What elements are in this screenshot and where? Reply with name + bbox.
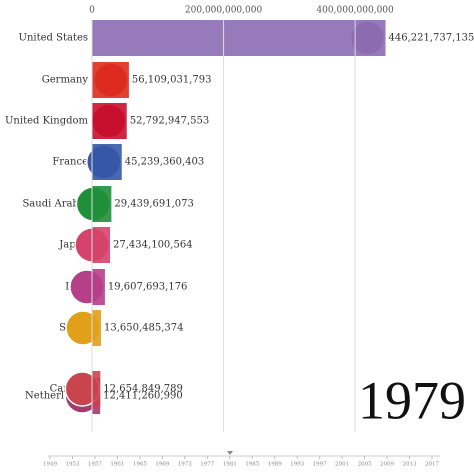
- timeline-label: 1965: [133, 462, 147, 468]
- value-label: 12,654,849,789: [103, 384, 183, 395]
- value-label: 12,411,260,990: [103, 391, 183, 402]
- timeline-label: 2013: [403, 462, 417, 468]
- category-label: Saudi Arabia: [22, 199, 88, 210]
- bar: [92, 269, 105, 305]
- timeline-label: 1973: [178, 462, 192, 468]
- bar: [92, 227, 111, 263]
- category-label: United Kingdom: [5, 116, 89, 127]
- category-label: Germany: [42, 75, 89, 86]
- bar: [92, 371, 101, 407]
- bar: [92, 310, 101, 346]
- timeline-label: 1985: [245, 462, 259, 468]
- timeline-label: 1997: [313, 462, 327, 468]
- timeline-label: 1969: [155, 462, 169, 468]
- category-label: Japan: [58, 240, 88, 251]
- bar: [92, 20, 386, 56]
- timeline-label: 1981: [223, 462, 237, 468]
- timeline-label: 1957: [88, 462, 102, 468]
- bar: [92, 186, 112, 222]
- value-label: 27,434,100,564: [113, 240, 193, 251]
- value-label: 56,109,031,793: [132, 75, 212, 86]
- value-label: 19,607,693,176: [108, 282, 188, 293]
- timeline-marker: [227, 451, 233, 455]
- x-tick-label: 400,000,000,000: [316, 6, 394, 16]
- value-label: 13,650,485,374: [104, 323, 184, 334]
- bar: [92, 144, 122, 180]
- bar: [92, 62, 129, 98]
- value-label: 52,792,947,553: [130, 116, 210, 127]
- timeline-label: 1977: [200, 462, 214, 468]
- bar: [92, 103, 127, 139]
- timeline-label: 1961: [110, 462, 124, 468]
- value-label: 446,221,737,135: [389, 33, 474, 44]
- value-label: 29,439,691,073: [114, 199, 194, 210]
- timeline-label: 2009: [380, 462, 394, 468]
- timeline-label: 1989: [268, 462, 282, 468]
- timeline-label: 1993: [290, 462, 304, 468]
- category-label: France: [52, 157, 88, 168]
- x-tick-label: 200,000,000,000: [185, 6, 263, 16]
- timeline-label: 1949: [43, 462, 57, 468]
- timeline-label: 1953: [65, 462, 79, 468]
- x-tick-label: 0: [89, 6, 95, 16]
- year-label: 1979: [358, 370, 466, 430]
- category-label: United States: [19, 33, 88, 44]
- value-label: 45,239,360,403: [125, 157, 205, 168]
- timeline-label: 2001: [335, 462, 349, 468]
- timeline-label: 2005: [358, 462, 372, 468]
- category-label: Netherlands: [25, 391, 88, 402]
- timeline-label: 2017: [425, 462, 439, 468]
